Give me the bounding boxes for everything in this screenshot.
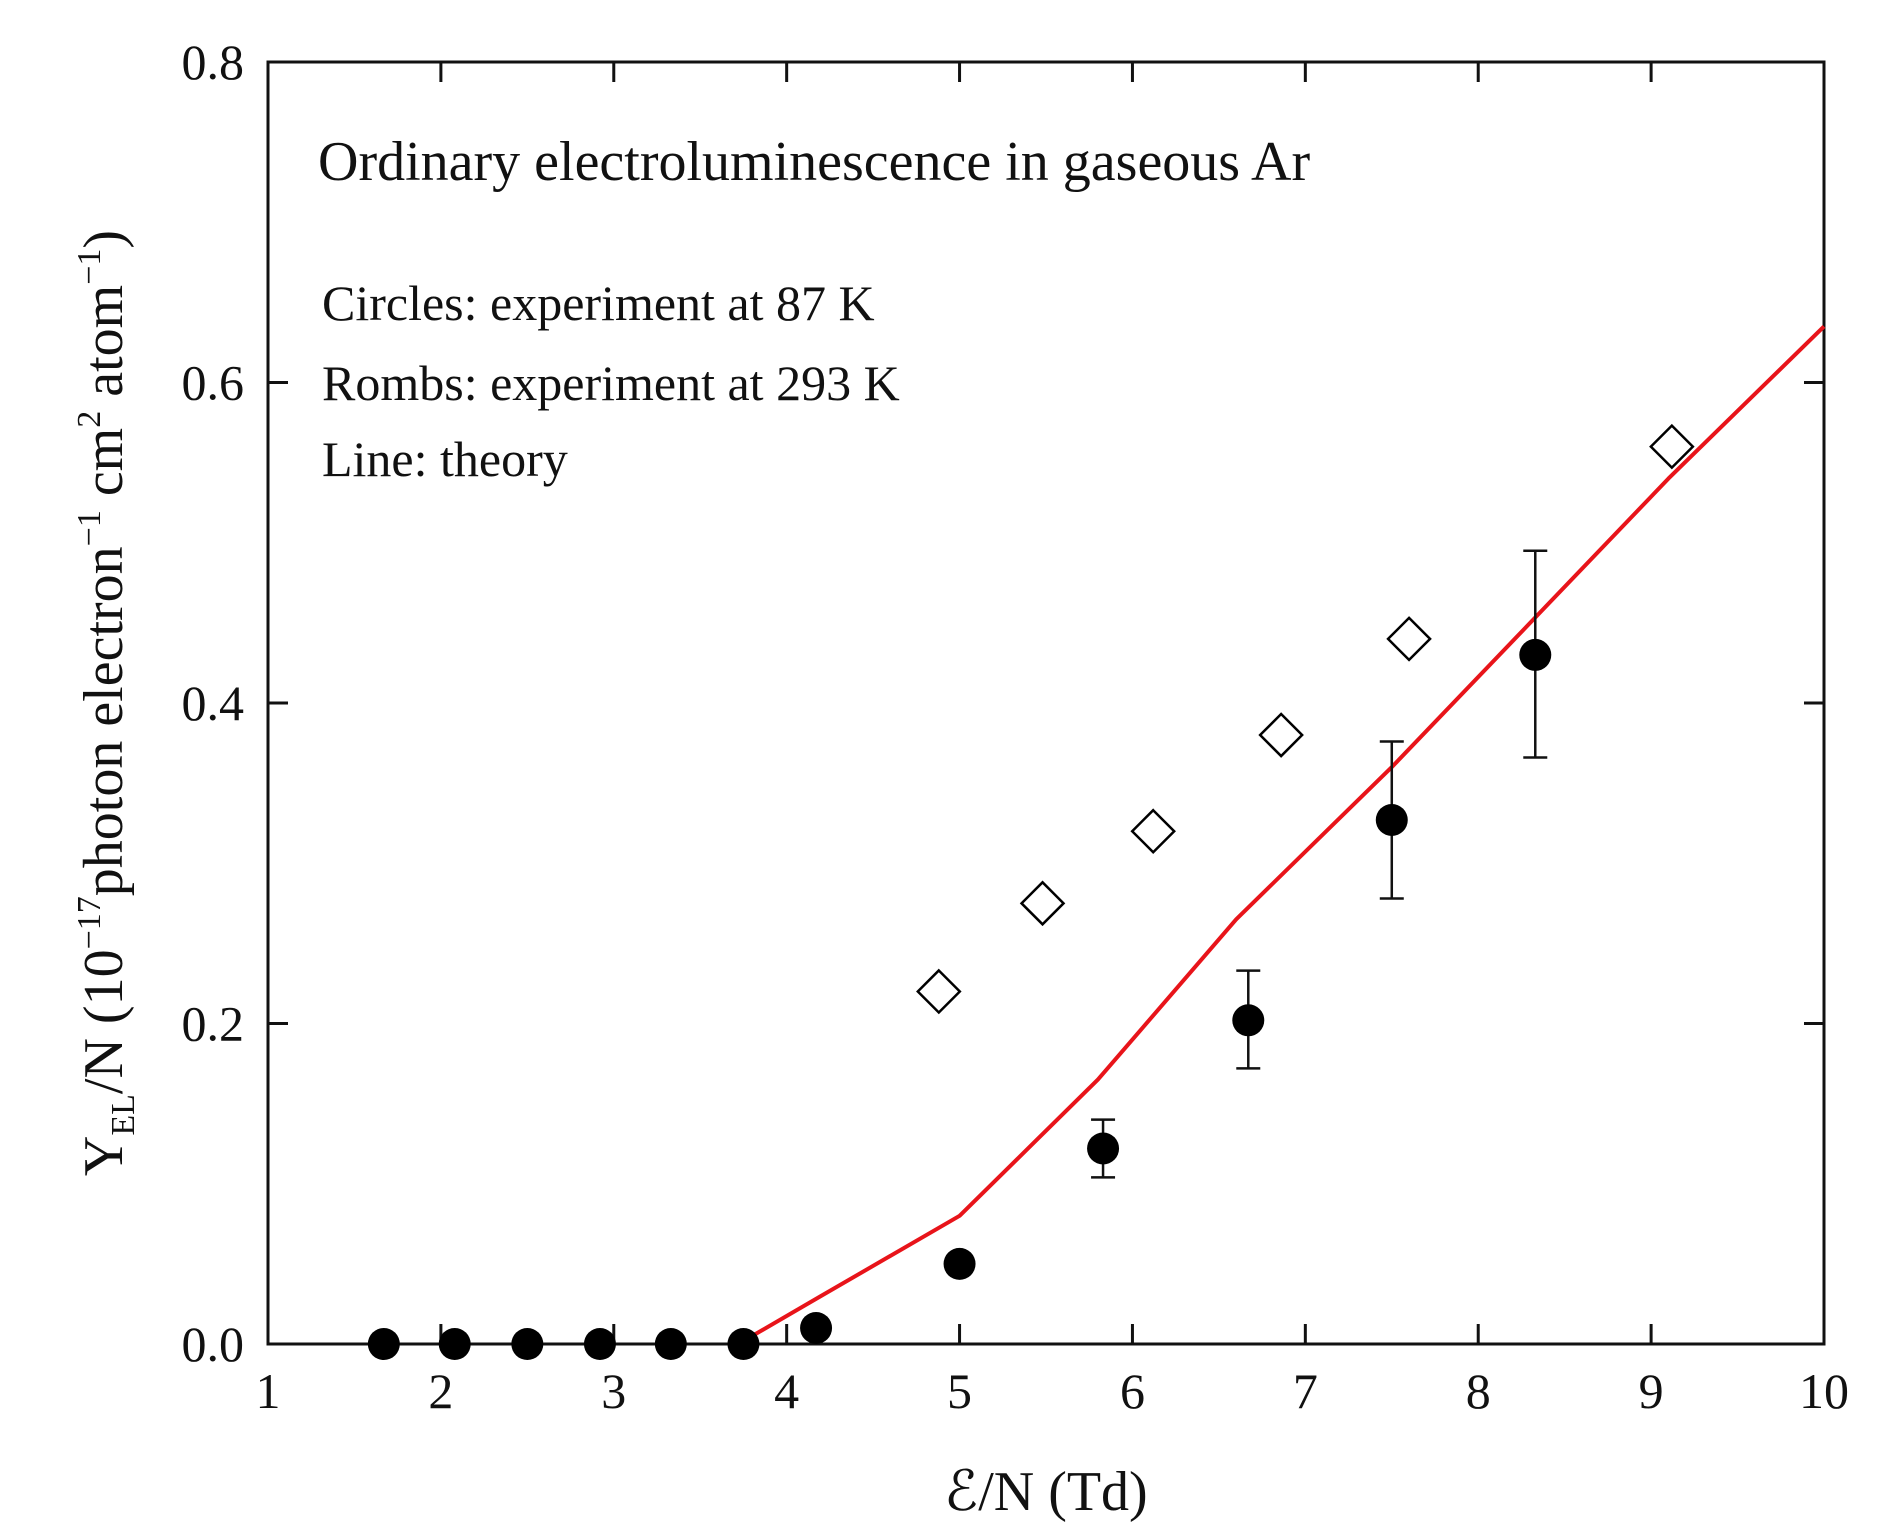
x-axis-title: ℰ/N (Td): [944, 1461, 1147, 1523]
data-point-87k: [1375, 803, 1408, 836]
plot-frame: [266, 60, 1826, 1346]
annotation-rombs: Rombs: experiment at 293 K: [322, 355, 900, 411]
x-tick-label: 3: [601, 1363, 626, 1419]
y-axis-title-subscript: EL: [105, 1094, 142, 1136]
theory-line: [751, 324, 1826, 1338]
theory-line-group: [751, 324, 1826, 1338]
data-point-87k: [438, 1328, 471, 1360]
x-tick-label: 6: [1120, 1363, 1145, 1419]
x-tick-label: 5: [947, 1363, 972, 1419]
x-tick-label: 9: [1639, 1363, 1664, 1419]
x-tick-label: 1: [256, 1363, 281, 1419]
data-point-87k: [511, 1328, 544, 1360]
data-point-87k: [583, 1328, 616, 1360]
y-tick-label: 0.2: [182, 996, 245, 1052]
x-tick-label: 8: [1466, 1363, 1491, 1419]
y-axis-title-part: /N (10: [73, 949, 135, 1094]
data-point-293k: [1019, 880, 1066, 927]
y-axis-title-part: ): [73, 230, 135, 249]
y-tick-label: 0.0: [182, 1316, 245, 1372]
data-point-87k: [727, 1328, 760, 1360]
data-point-87k: [1519, 638, 1552, 671]
data-point-293k: [916, 968, 962, 1015]
y-tick-label: 0.6: [182, 355, 245, 411]
y-axis-title-superscript: −1: [71, 249, 108, 285]
y-axis-title-part: photon electron: [73, 546, 135, 896]
y-axis-title-part: atom: [73, 285, 135, 411]
x-tick-label: 7: [1293, 1363, 1318, 1419]
y-axis-title-superscript: −17: [71, 896, 108, 949]
x-tick-label: 4: [774, 1363, 799, 1419]
y-axis-title: YEL/N (10−17photon electron−1 cm2 atom−1…: [71, 230, 142, 1176]
circle-markers: [367, 638, 1552, 1360]
data-point-87k: [943, 1247, 976, 1280]
y-tick-label: 0.4: [182, 675, 245, 731]
data-point-87k: [654, 1328, 687, 1360]
diamond-markers: [916, 423, 1695, 1015]
data-point-293k: [1130, 808, 1176, 854]
x-tick-label: 2: [428, 1363, 453, 1419]
data-point-293k: [1386, 616, 1432, 662]
data-point-293k: [1258, 712, 1304, 758]
y-axis-title-part: Y: [73, 1136, 135, 1176]
annotation-title: Ordinary electroluminescence in gaseous …: [318, 131, 1310, 193]
data-point-87k: [367, 1328, 400, 1360]
y-axis-title-superscript: −1: [71, 510, 108, 546]
y-axis-title-part: cm: [73, 428, 135, 510]
x-tick-label: 10: [1799, 1363, 1849, 1419]
annotation-circles: Circles: experiment at 87 K: [322, 275, 875, 331]
data-point-87k: [1232, 1004, 1265, 1037]
axis-tick-labels: 1 2 3 4 5 6 7 8 9 10 0.0 0.2 0.4 0.6 0.8: [182, 34, 1850, 1419]
y-axis-title-superscript: 2: [71, 411, 108, 428]
y-tick-label: 0.8: [182, 34, 245, 90]
data-point-87k: [1087, 1132, 1120, 1165]
data-point-293k: [1649, 423, 1695, 470]
annotation-line: Line: theory: [322, 431, 568, 487]
error-bars: [1091, 549, 1548, 1179]
axis-ticks: [266, 60, 1826, 1346]
data-point-87k: [800, 1311, 833, 1344]
